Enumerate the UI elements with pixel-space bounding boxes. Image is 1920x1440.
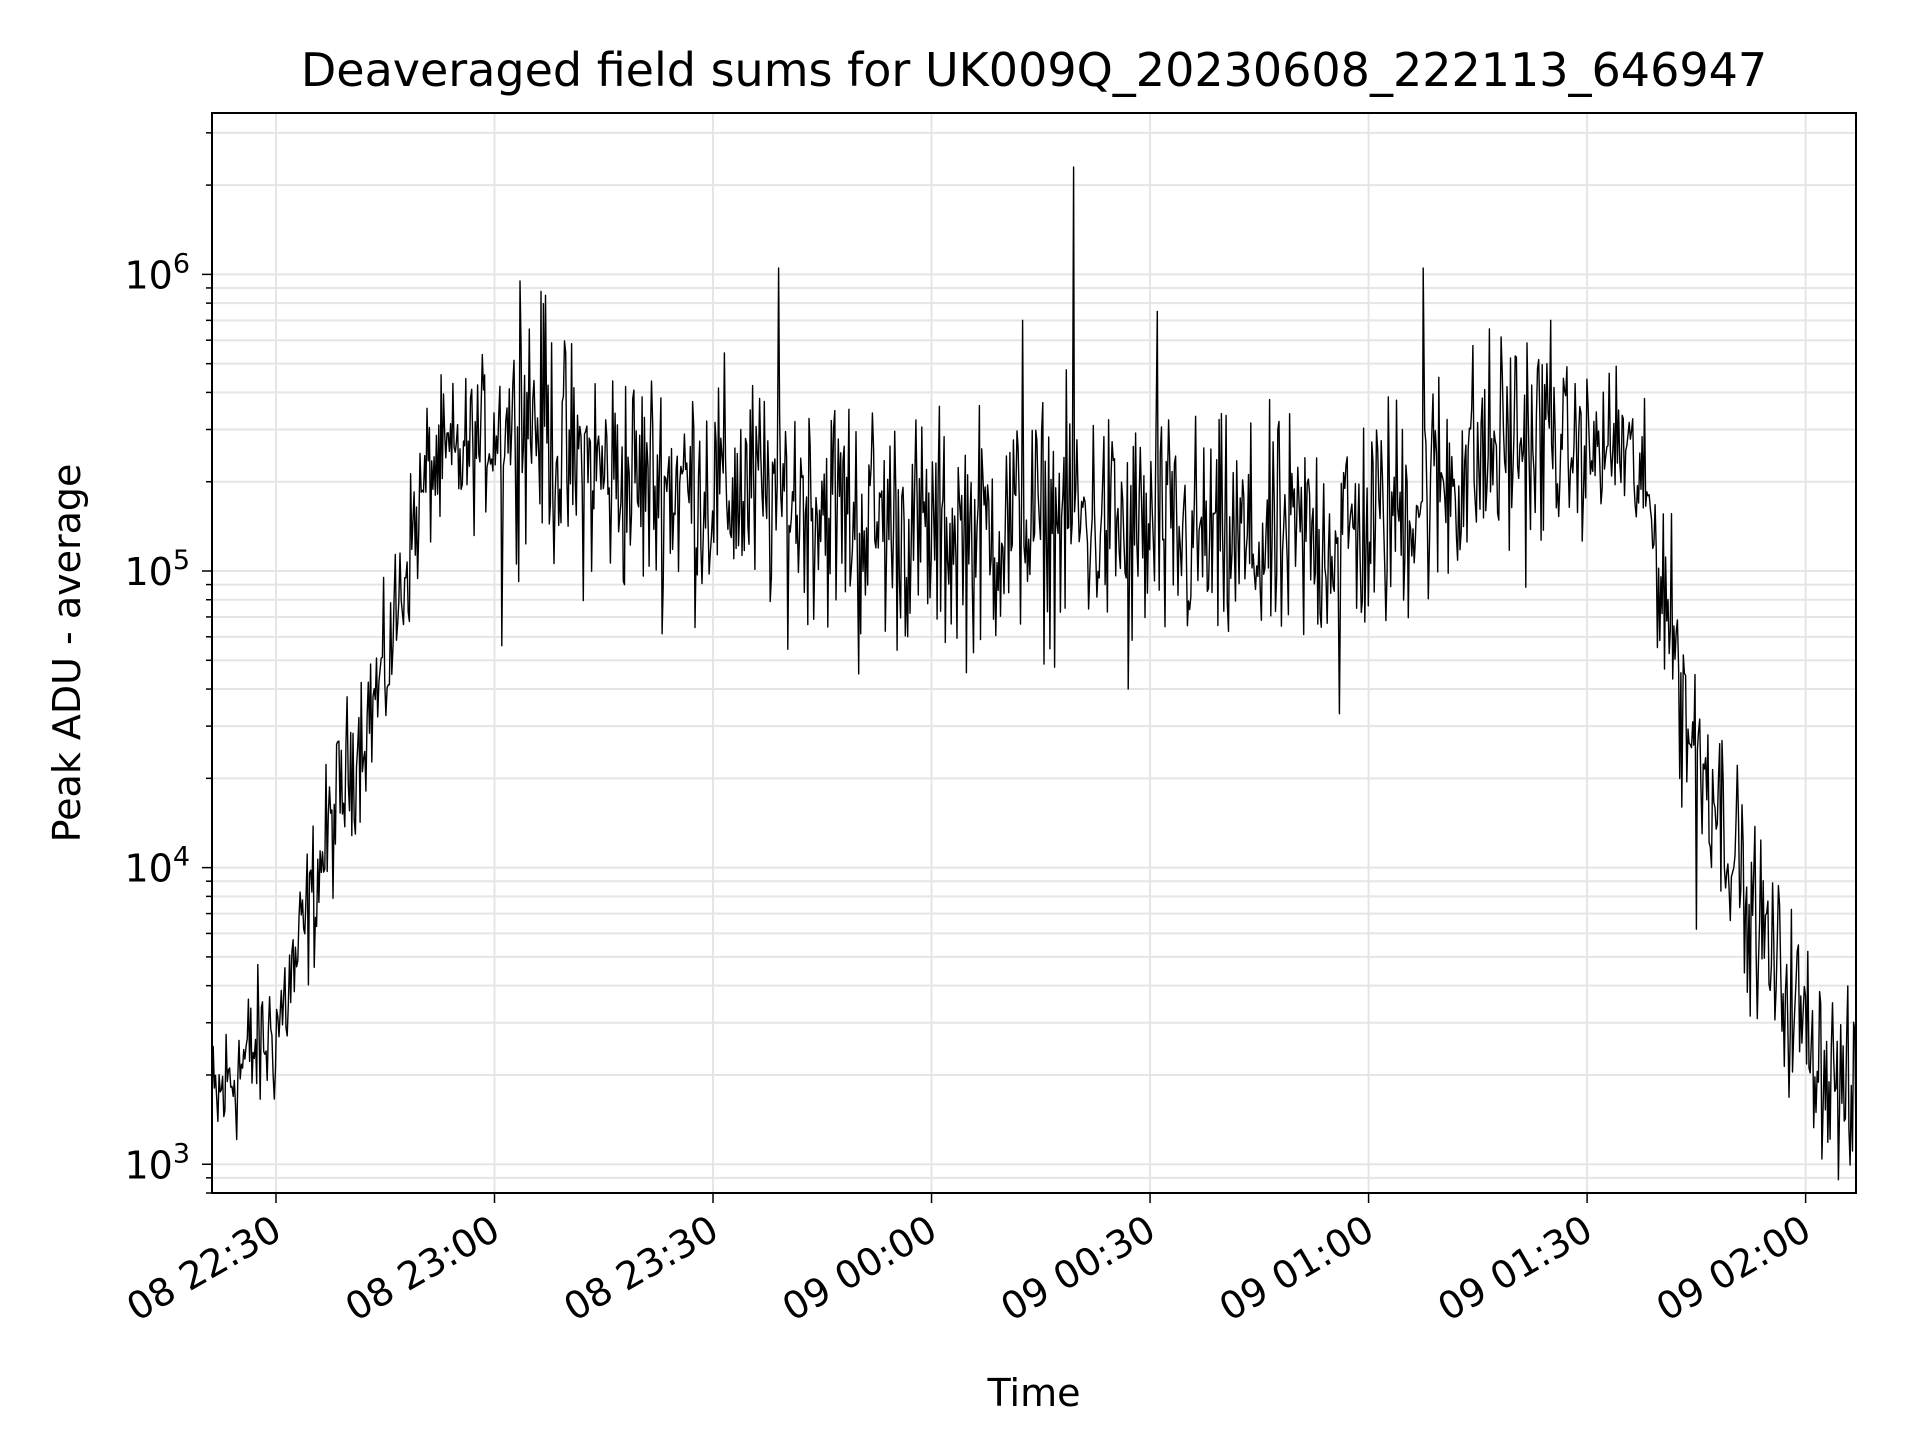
y-tick-label: 106: [124, 248, 190, 297]
x-tick-label: 09 01:30: [1430, 1207, 1599, 1330]
plot-frame: [211, 112, 1857, 1194]
grid: [212, 113, 1856, 1194]
series-layer: [211, 166, 1857, 1181]
x-tick-label: 08 23:00: [338, 1207, 507, 1330]
x-tick-label: 09 01:00: [1212, 1207, 1381, 1330]
y-tick-label: 105: [124, 545, 190, 594]
x-tick-label: 08 22:30: [119, 1207, 288, 1330]
y-tick-label: 104: [124, 842, 190, 891]
x-tick-label: 09 00:30: [993, 1207, 1162, 1330]
y-tick-label: 103: [124, 1138, 190, 1187]
series-line: [211, 166, 1857, 1181]
x-tick-label: 09 00:00: [775, 1207, 944, 1330]
x-tick-label: 09 02:00: [1649, 1207, 1818, 1330]
ticks: 103 104 105 106 08 22:30 08 23:00 08 23:30 09 0…: [119, 132, 1818, 1330]
chart-title: Deaveraged field sums for UK009Q_2023060…: [301, 43, 1767, 97]
y-axis-label: Peak ADU - average: [45, 464, 89, 843]
x-axis-label: Time: [987, 1371, 1081, 1415]
x-tick-label: 08 23:30: [556, 1207, 725, 1330]
